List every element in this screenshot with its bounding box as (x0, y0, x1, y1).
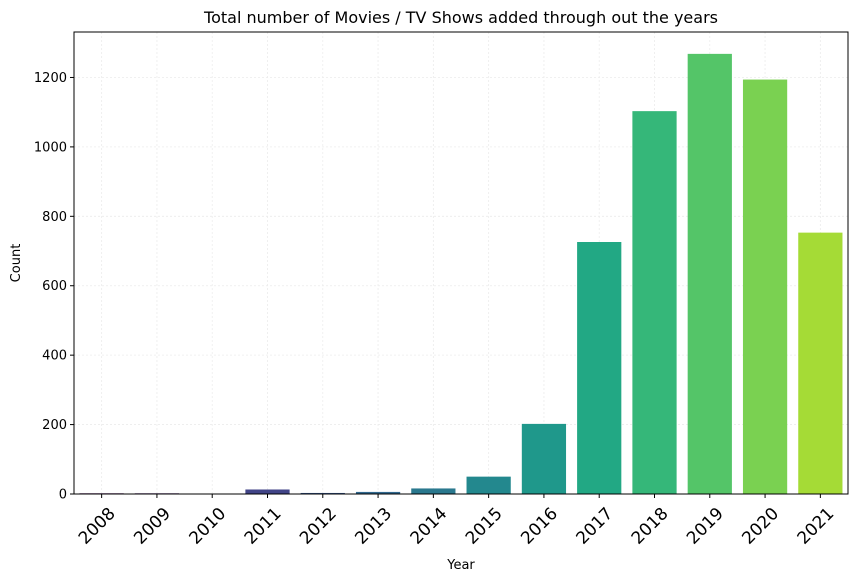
bar-2017 (577, 242, 622, 494)
bar-2018 (632, 111, 677, 494)
x-axis-ticks: 2008 2009 2010 2011 2012 2013 2014 2015 2016 2017… (75, 494, 838, 549)
x-tick-label: 2021 (794, 504, 839, 549)
x-tick-label: 2020 (738, 504, 783, 549)
bars (79, 53, 843, 495)
x-tick-label: 2010 (185, 504, 230, 549)
y-axis-label: Count (9, 244, 24, 283)
bar-2021 (798, 232, 843, 494)
y-tick-label: 600 (42, 279, 67, 294)
x-tick-label: 2008 (75, 504, 120, 549)
bar-2016 (521, 423, 567, 494)
x-tick-label: 2013 (351, 504, 396, 549)
x-tick-label: 2015 (462, 504, 507, 549)
y-tick-label: 400 (42, 349, 67, 364)
y-tick-label: 200 (42, 418, 67, 433)
bar-2015 (466, 476, 511, 494)
x-tick-label: 2016 (517, 504, 562, 549)
x-tick-label: 2017 (572, 504, 617, 549)
bar-2013 (355, 491, 401, 494)
x-axis-label: Year (446, 558, 475, 573)
x-tick-label: 2018 (628, 504, 673, 549)
x-tick-label: 2019 (683, 504, 728, 549)
plot-frame (73, 31, 849, 495)
chart-title: Total number of Movies / TV Shows added … (203, 8, 718, 27)
bar-2020 (742, 79, 788, 495)
y-tick-label: 800 (42, 210, 67, 225)
y-axis-ticks: 0 200 400 600 800 1000 1200 (34, 71, 74, 503)
y-tick-label: 1200 (34, 71, 67, 86)
x-tick-label: 2012 (296, 504, 341, 549)
x-tick-label: 2009 (130, 504, 175, 549)
bar-2014 (411, 488, 456, 494)
bar-2019 (687, 53, 732, 494)
y-tick-label: 0 (59, 488, 67, 503)
y-tick-label: 1000 (34, 140, 67, 155)
bar-2012 (300, 492, 345, 494)
x-tick-label: 2014 (407, 504, 452, 549)
x-tick-label: 2011 (241, 504, 286, 549)
bar-2011 (245, 489, 290, 494)
